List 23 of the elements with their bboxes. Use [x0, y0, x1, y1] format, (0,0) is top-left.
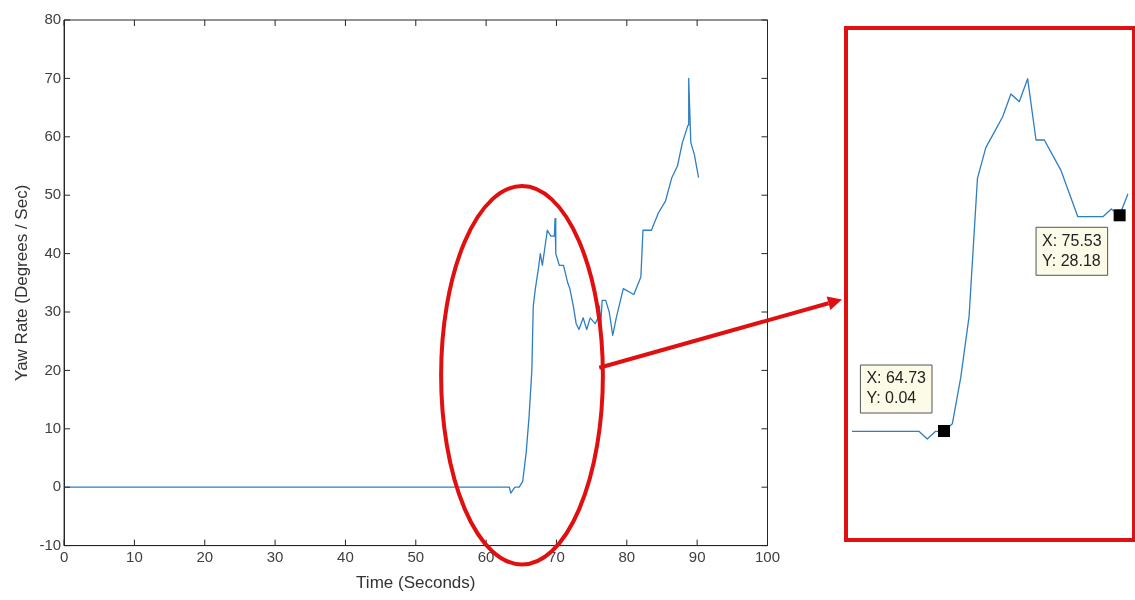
y-tick-label: 50	[44, 185, 62, 203]
x-tick-label: 40	[337, 547, 354, 565]
y-tick-label: 10	[44, 418, 62, 436]
y-tick-label: 60	[44, 126, 62, 144]
data-label: X: 64.73 Y: 0.04	[866, 369, 927, 407]
y-tick-label: 80	[44, 10, 62, 28]
x-axis-title: Time (Seconds)	[356, 573, 476, 593]
y-axis-title: Yaw Rate (Degrees / Sec)	[11, 184, 31, 381]
y-tick-label: 70	[44, 68, 62, 86]
x-tick-label: 50	[407, 547, 425, 565]
data-label: X: 75.53 Y: 28.18	[1042, 231, 1102, 269]
x-tick-label: 80	[618, 547, 636, 565]
x-tick-label: 10	[126, 547, 143, 565]
y-tick-label: 40	[44, 243, 62, 261]
x-tick-label: 20	[196, 547, 214, 565]
y-tick-label: 20	[44, 360, 62, 378]
y-tick-label: -10	[39, 535, 62, 553]
y-tick-label: 30	[44, 302, 62, 320]
x-tick-label: 60	[477, 547, 495, 565]
x-tick-label: 30	[266, 547, 284, 565]
x-tick-label: 100	[754, 547, 780, 565]
x-tick-label: 90	[688, 547, 706, 565]
y-tick-label: 0	[52, 477, 62, 495]
